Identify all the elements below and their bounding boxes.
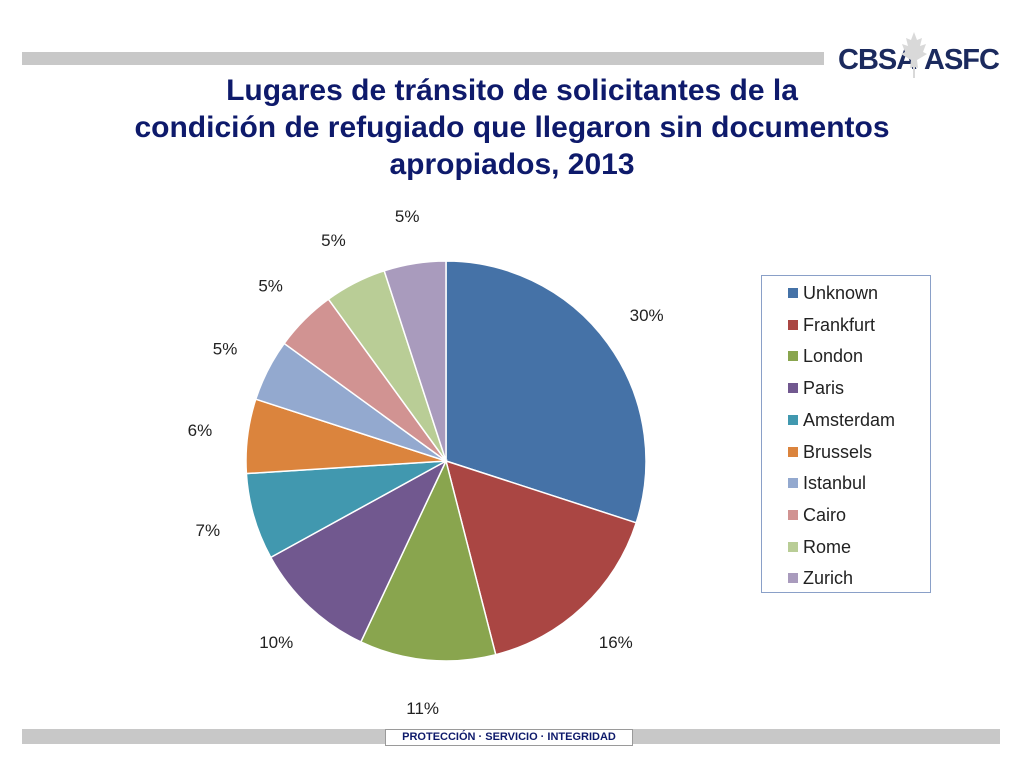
legend-label: Brussels <box>803 441 873 462</box>
data-label-london: 11% <box>406 699 439 718</box>
legend-swatch <box>788 509 798 520</box>
pie-slice-frankfurt <box>444 459 638 656</box>
maple-leaf-icon <box>901 32 927 78</box>
legend-item-london: London <box>788 346 863 366</box>
legend-swatch <box>788 351 798 362</box>
legend-label: Istanbul <box>803 473 867 494</box>
legend-item-amsterdam: Amsterdam <box>788 410 895 430</box>
legend-swatch <box>788 573 798 584</box>
data-label-frankfurt: 16% <box>599 633 633 652</box>
legend-label: Amsterdam <box>803 409 896 430</box>
page-title: Lugares de tránsito de solicitantes de l… <box>40 72 984 183</box>
legend-label: Unknown <box>803 283 879 303</box>
data-label-amsterdam: 7% <box>196 521 221 540</box>
legend-label: London <box>803 346 864 367</box>
legend-item-paris: Paris <box>788 378 844 398</box>
legend-swatch <box>788 414 798 425</box>
logo-text-asfc: ASFC <box>924 44 1000 76</box>
title-line-3: apropiados, 2013 <box>389 148 635 181</box>
legend-label: Zurich <box>803 568 854 589</box>
top-divider-bar <box>22 52 824 65</box>
pie-slice-unknown <box>445 260 647 524</box>
title-line-1: Lugares de tránsito de solicitantes de l… <box>226 74 798 107</box>
chart-legend: Unknown Frankfurt London Paris Amsterdam Brus… <box>761 275 931 593</box>
legend-swatch <box>788 319 798 330</box>
legend-item-unknown: Unknown <box>788 283 878 303</box>
legend-swatch <box>788 541 798 552</box>
data-label-istanbul: 5% <box>213 339 238 358</box>
legend-item-zurich: Zurich <box>788 568 853 588</box>
legend-label: Rome <box>803 536 852 557</box>
legend-item-cairo: Cairo <box>788 505 846 525</box>
legend-swatch <box>788 478 798 489</box>
pie-slice-paris <box>269 459 448 643</box>
data-label-brussels: 6% <box>188 421 213 440</box>
data-label-unknown: 30% <box>630 306 664 325</box>
footer-tagline: PROTECCIÓN · SERVICIO · INTEGRIDAD <box>385 729 633 746</box>
logo-text-cbsa: CBSA <box>838 44 917 76</box>
cbsa-logo: CBSA ASFC <box>832 30 1000 80</box>
legend-item-rome: Rome <box>788 537 851 557</box>
data-label-paris: 10% <box>259 633 293 652</box>
legend-item-istanbul: Istanbul <box>788 473 866 493</box>
legend-swatch <box>788 288 798 298</box>
data-label-rome: 5% <box>321 231 346 250</box>
pie-slice-london <box>359 458 497 662</box>
legend-swatch <box>788 383 798 394</box>
title-line-2: condición de refugiado que llegaron sin … <box>134 111 890 144</box>
data-label-zurich: 5% <box>395 207 420 226</box>
legend-item-brussels: Brussels <box>788 442 872 462</box>
legend-item-frankfurt: Frankfurt <box>788 315 875 335</box>
data-label-cairo: 5% <box>258 277 283 296</box>
pie-slice-zurich <box>383 260 447 462</box>
legend-label: Frankfurt <box>803 314 876 335</box>
legend-swatch <box>788 446 798 457</box>
legend-label: Cairo <box>803 504 847 525</box>
legend-label: Paris <box>803 378 845 399</box>
